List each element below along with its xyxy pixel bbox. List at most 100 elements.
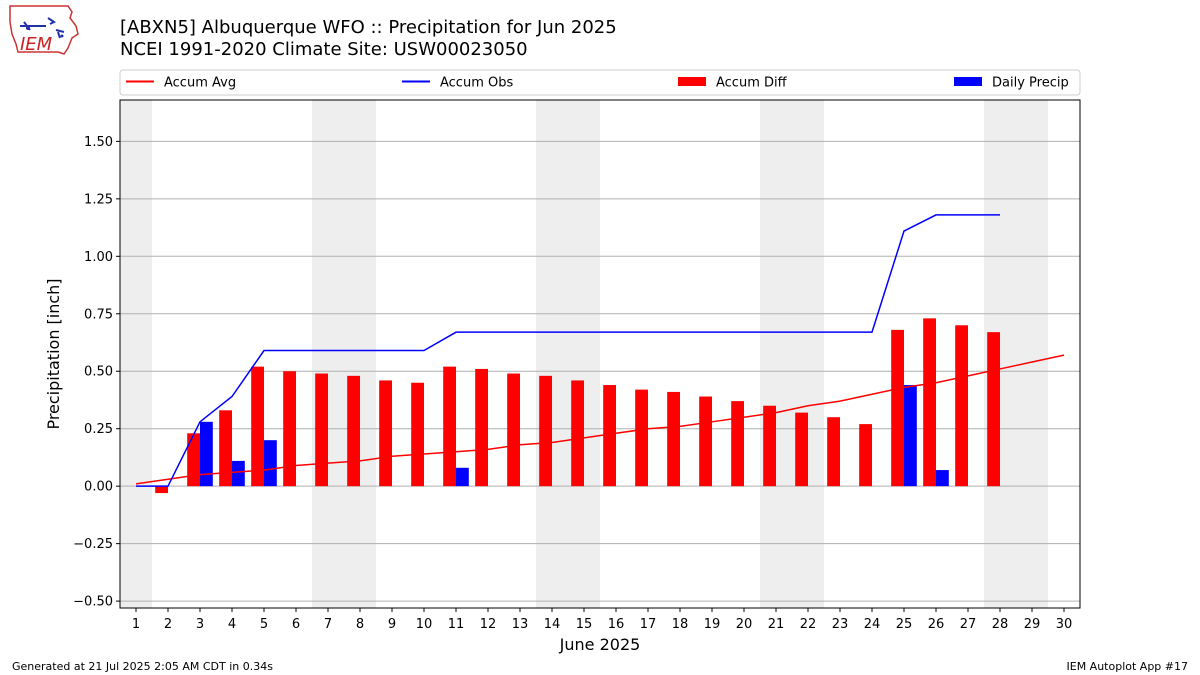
legend-label: Daily Precip <box>992 76 1069 91</box>
x-tick-label: 4 <box>228 617 236 632</box>
x-tick-label: 30 <box>1056 617 1073 632</box>
weekend-band <box>312 100 344 608</box>
lines <box>135 214 1065 487</box>
x-tick-label: 1 <box>132 617 140 632</box>
accum-diff-bar <box>859 424 872 487</box>
accum-diff-bar <box>923 318 936 487</box>
y-tick-label: 1.50 <box>84 135 113 150</box>
y-tick-label: 1.00 <box>84 250 113 265</box>
legend-label: Accum Avg <box>164 76 236 91</box>
accum-diff-bar <box>411 382 424 487</box>
bars <box>155 318 1000 494</box>
accum-diff-bar <box>347 375 360 487</box>
accum-diff-bar <box>475 368 488 487</box>
x-tick-label: 26 <box>928 617 945 632</box>
legend: Accum Avg Accum Obs Accum Diff Daily Precip <box>119 69 1081 96</box>
accum-diff-bar <box>155 486 168 494</box>
accum-diff-bar <box>379 380 392 487</box>
weekend-band <box>120 100 152 608</box>
accum-avg-line <box>135 354 1065 485</box>
accum-diff-bar <box>443 366 456 487</box>
x-tick-label: 22 <box>800 617 817 632</box>
accum-diff-bar <box>507 373 520 487</box>
legend-swatch <box>678 77 706 86</box>
x-tick-label: 8 <box>356 617 364 632</box>
weekend-bands <box>120 100 1048 608</box>
x-tick-label: 2 <box>164 617 172 632</box>
chart-subtitle: NCEI 1991-2020 Climate Site: USW00023050 <box>120 39 528 60</box>
x-tick-label: 11 <box>448 617 465 632</box>
y-tick-label: −0.50 <box>73 595 113 610</box>
accum-diff-bar <box>763 405 776 487</box>
x-tick-label: 21 <box>768 617 785 632</box>
x-tick-label: 18 <box>672 617 689 632</box>
weekend-band <box>792 100 824 608</box>
footer-app: IEM Autoplot App #17 <box>1066 660 1189 673</box>
logo-text: IEM <box>20 34 53 55</box>
accum-diff-bar <box>795 412 808 487</box>
accum-diff-bar <box>635 389 648 487</box>
x-tick-label: 10 <box>416 617 433 632</box>
x-tick-label: 20 <box>736 617 753 632</box>
legend-label: Accum Obs <box>440 76 513 91</box>
x-tick-label: 3 <box>196 617 204 632</box>
accum-diff-bar <box>731 401 744 487</box>
y-tick-label: 0.50 <box>84 365 113 380</box>
weekend-band <box>760 100 792 608</box>
footer-generated: Generated at 21 Jul 2025 2:05 AM CDT in … <box>12 660 273 673</box>
accum-diff-bar <box>955 325 968 487</box>
x-tick-label: 9 <box>388 617 396 632</box>
y-tick-label: 0.00 <box>84 480 113 495</box>
gridlines <box>120 140 1080 602</box>
plot-frame <box>119 99 1081 609</box>
daily-precip-bar <box>200 421 213 487</box>
accum-diff-bar <box>987 332 1000 487</box>
accum-diff-bar <box>187 433 200 487</box>
y-tick-label: 0.75 <box>84 307 113 322</box>
accum-diff-bar <box>571 380 584 487</box>
daily-precip-bar <box>936 470 949 487</box>
x-tick-label: 15 <box>576 617 593 632</box>
weekend-band <box>536 100 568 608</box>
legend-label: Accum Diff <box>716 76 788 91</box>
daily-precip-bar <box>232 460 245 487</box>
x-axis: 1 2 3 4 5 6 7 8 9 10 11 12 13 14 15 16 17 18 19 20 21 22 23 24 2… <box>132 608 1072 632</box>
accum-diff-bar <box>667 391 680 487</box>
daily-precip-bar <box>456 467 469 487</box>
x-tick-label: 12 <box>480 617 497 632</box>
x-tick-label: 13 <box>512 617 529 632</box>
x-axis-label: June 2025 <box>559 635 641 654</box>
accum-diff-bar <box>827 417 840 487</box>
x-tick-label: 28 <box>992 617 1009 632</box>
accum-diff-bar <box>283 371 296 487</box>
iem-logo: IEM <box>6 4 82 62</box>
x-tick-label: 23 <box>832 617 849 632</box>
accum-diff-bar <box>891 329 904 487</box>
accum-diff-bar <box>219 410 232 487</box>
x-tick-label: 7 <box>324 617 332 632</box>
weekend-band <box>344 100 376 608</box>
accum-diff-bar <box>699 396 712 487</box>
y-axis-label: Precipitation [inch] <box>44 278 63 429</box>
x-tick-label: 24 <box>864 617 881 632</box>
y-tick-label: 0.25 <box>84 422 113 437</box>
x-tick-label: 25 <box>896 617 913 632</box>
accum-diff-bar <box>603 385 616 487</box>
legend-swatch <box>954 77 982 86</box>
chart-title: [ABXN5] Albuquerque WFO :: Precipitation… <box>120 17 617 38</box>
legend-box <box>119 69 1081 96</box>
x-tick-label: 14 <box>544 617 561 632</box>
x-tick-label: 27 <box>960 617 977 632</box>
x-tick-label: 19 <box>704 617 721 632</box>
x-tick-label: 17 <box>640 617 657 632</box>
y-tick-label: −0.25 <box>73 537 113 552</box>
y-tick-label: 1.25 <box>84 192 113 207</box>
daily-precip-bar <box>904 385 917 487</box>
y-axis: −0.50 −0.25 0.00 0.25 0.50 0.75 1.00 1.25 1.50 <box>73 135 120 610</box>
x-tick-label: 5 <box>260 617 268 632</box>
daily-precip-bar <box>264 440 277 487</box>
accum-diff-bar <box>315 373 328 487</box>
accum-obs-line <box>136 214 1000 487</box>
accum-diff-bar <box>251 366 264 487</box>
